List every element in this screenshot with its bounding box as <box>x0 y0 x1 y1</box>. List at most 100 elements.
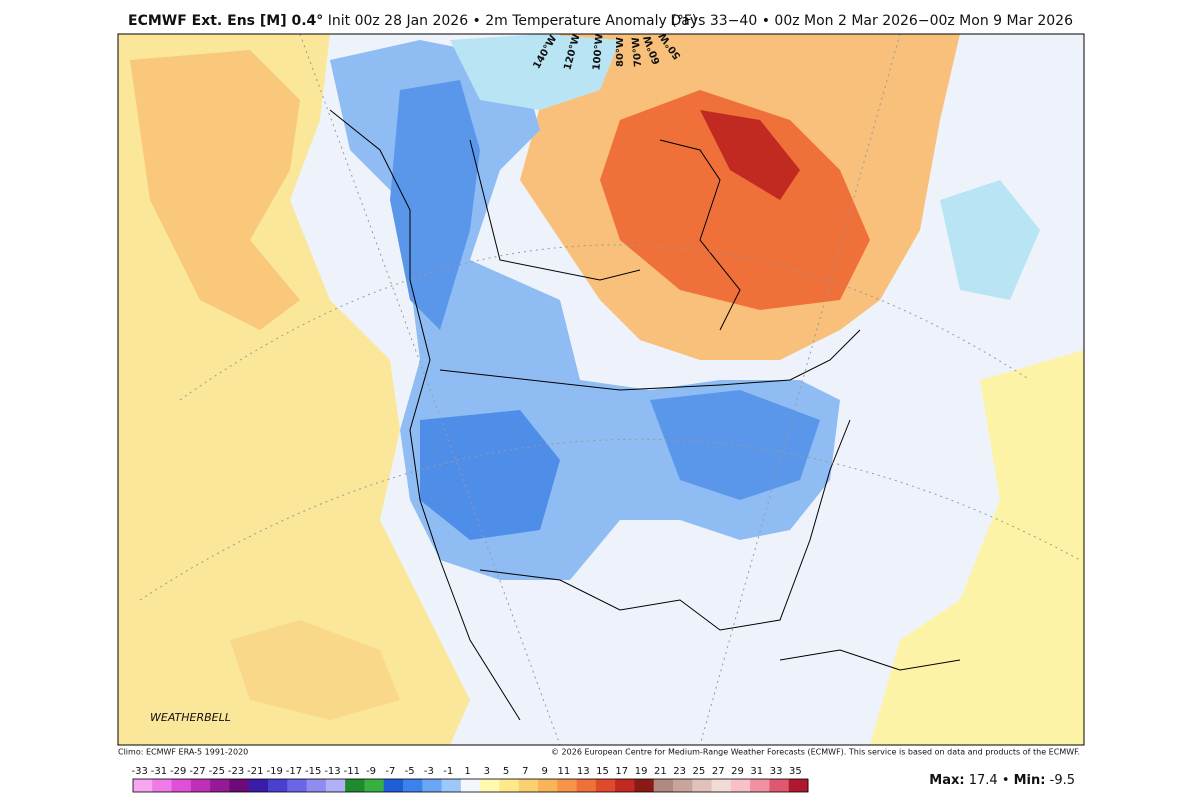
title-rest: Init 00z 28 Jan 2026 • 2m Temperature An… <box>328 13 698 29</box>
min-label: Min: <box>1014 773 1046 788</box>
colorbar-swatch <box>364 779 385 792</box>
colorbar-swatch <box>441 779 462 792</box>
canada-hot <box>600 90 870 310</box>
separator: • <box>1002 773 1010 788</box>
colorbar-label: -29 <box>170 766 186 777</box>
colorbar-label: 7 <box>522 766 528 777</box>
colorbar-frame <box>132 778 809 793</box>
colorbar-label: -23 <box>228 766 244 777</box>
colorbar-swatch <box>538 779 558 792</box>
colorbar-swatch <box>615 779 635 792</box>
header: ECMWF Ext. Ens [M] 0.4° Init 00z 28 Jan … <box>128 13 697 29</box>
canada-line <box>469 139 641 281</box>
colorbar-swatch <box>692 779 713 792</box>
hudson <box>659 139 741 331</box>
colorbar-label: 35 <box>789 766 802 777</box>
map: 140°W 120°W 100°W 80°W 70°W60°W50°W WEATHERB… <box>117 30 1085 746</box>
colorbar-swatch <box>325 779 346 792</box>
colorbar-swatch <box>730 779 751 792</box>
colorbar-label: 29 <box>731 766 744 777</box>
colorbar-swatch <box>306 779 327 792</box>
climo-note: Climo: ECMWF ERA-5 1991-2020 <box>118 748 248 757</box>
colorbar-label: -3 <box>424 766 434 777</box>
colorbar-swatch <box>133 779 153 792</box>
colorbar-swatch <box>711 779 732 792</box>
colorbar-swatch <box>210 779 230 792</box>
colorbar-label: -1 <box>443 766 453 777</box>
pacific-warmer <box>130 50 300 330</box>
colorbar-swatch <box>499 779 520 792</box>
colorbar-label: -11 <box>344 766 360 777</box>
colorbar-label: -9 <box>366 766 376 777</box>
colorbar-label: 1 <box>464 766 470 777</box>
colorbar-swatch <box>673 779 693 792</box>
colorbar: -33 -31 -29 -27 -25 -23 -21 -19 -17 -15 -13 -11 -9 -7… <box>131 766 809 793</box>
colorbar-swatch <box>595 779 616 792</box>
east-cold <box>650 390 820 500</box>
colorbar-label: -27 <box>189 766 205 777</box>
map-frame <box>117 33 1085 746</box>
borders <box>329 109 961 721</box>
colorbar-label: 31 <box>750 766 763 777</box>
colorbar-label: 23 <box>673 766 686 777</box>
colorbar-swatch <box>788 779 809 792</box>
min-value: -9.5 <box>1050 773 1075 788</box>
colorbar-label: 3 <box>484 766 490 777</box>
arctic-cool <box>450 34 620 110</box>
colorbar-swatch <box>460 779 481 792</box>
colorbar-label: -13 <box>324 766 340 777</box>
colorbar-label: -15 <box>305 766 321 777</box>
colorbar-swatch <box>268 779 288 792</box>
graticule <box>139 34 1081 745</box>
colorbar-label: 17 <box>615 766 628 777</box>
colorbar-swatch <box>229 779 250 792</box>
canada-hottest <box>700 110 800 200</box>
colorbar-label: 15 <box>596 766 609 777</box>
colorbar-label: -17 <box>286 766 302 777</box>
atlantic-warm <box>870 350 1084 745</box>
atlantic-cool <box>940 180 1040 300</box>
colorbar-swatch <box>634 779 655 792</box>
colorbar-label: 11 <box>558 766 571 777</box>
colorbar-swatch <box>557 779 578 792</box>
colorbar-label: 13 <box>577 766 590 777</box>
pacific-warm-2 <box>230 620 400 720</box>
colorbar-label: -5 <box>405 766 415 777</box>
caribbean <box>779 649 961 671</box>
colorbar-swatch <box>750 779 770 792</box>
title-bold: ECMWF Ext. Ens [M] 0.4° <box>128 13 323 29</box>
rockies-cold <box>420 410 560 540</box>
colorbar-swatch <box>345 779 365 792</box>
colorbar-label: 19 <box>635 766 648 777</box>
max-label: Max: <box>929 773 964 788</box>
bc-cold <box>390 80 480 330</box>
copyright: © 2026 European Centre for Medium-Range … <box>551 748 1080 757</box>
colorbar-swatch <box>171 779 192 792</box>
us-border <box>439 329 861 391</box>
colorbar-swatch <box>769 779 790 792</box>
us-south <box>479 419 851 631</box>
longitude-label: 100°W <box>591 33 605 71</box>
colorbar-swatch <box>287 779 308 792</box>
logo: WEATHERBELL <box>150 711 231 724</box>
longitude-label: 80°W <box>615 37 626 67</box>
colorbar-swatch <box>190 779 211 792</box>
colorbar-label: 27 <box>712 766 725 777</box>
colorbar-swatch <box>248 779 269 792</box>
colorbar-label: 5 <box>503 766 509 777</box>
colorbar-swatch <box>576 779 597 792</box>
colorbar-swatch <box>152 779 173 792</box>
colorbar-label: -31 <box>151 766 167 777</box>
colorbar-swatch <box>422 779 443 792</box>
colorbar-label: -21 <box>247 766 263 777</box>
west-coast <box>329 109 521 721</box>
colorbar-label: 21 <box>654 766 667 777</box>
colorbar-label: 9 <box>541 766 547 777</box>
stats: Max: 17.4 • Min: -9.5 <box>929 773 1075 788</box>
colorbar-swatch <box>480 779 500 792</box>
colorbar-label: 25 <box>693 766 706 777</box>
max-value: 17.4 <box>969 773 998 788</box>
colorbar-label: -25 <box>209 766 225 777</box>
colorbar-label: -19 <box>266 766 282 777</box>
